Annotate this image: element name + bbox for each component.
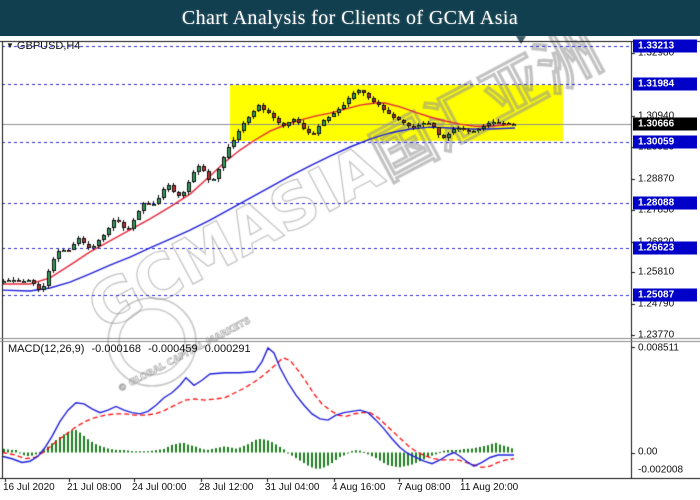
symbol-label: GBPUSD,H4	[16, 40, 81, 52]
page-title: Chart Analysis for Clients of GCM Asia	[181, 6, 519, 29]
title-bar: Chart Analysis for Clients of GCM Asia	[0, 0, 700, 36]
chevron-down-icon: ▼	[6, 41, 14, 50]
symbol-selector[interactable]: ▼ GBPUSD,H4	[6, 40, 81, 52]
